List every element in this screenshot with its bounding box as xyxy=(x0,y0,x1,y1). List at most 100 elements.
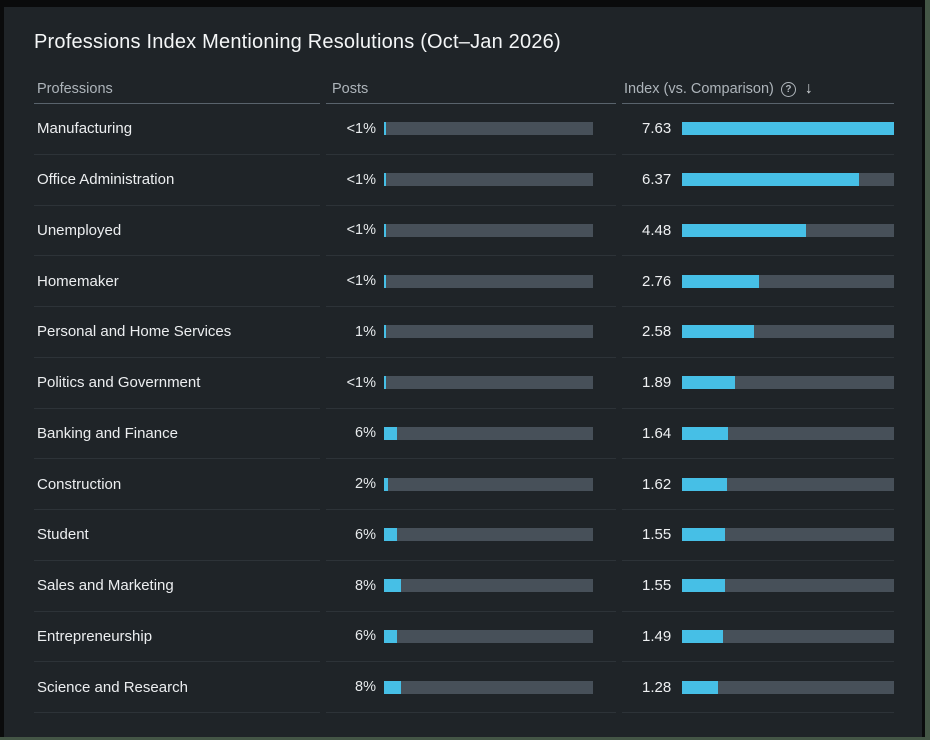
table-header-row: Professions Posts Index (vs. Comparison)… xyxy=(34,75,894,104)
posts-value: <1% xyxy=(346,374,376,391)
posts-cell: <1% xyxy=(326,358,616,409)
profession-label: Science and Research xyxy=(37,678,188,696)
profession-cell: Student xyxy=(34,510,320,561)
index-bar-track xyxy=(682,122,894,136)
posts-value: 2% xyxy=(355,476,376,493)
index-header-label: Index (vs. Comparison) xyxy=(624,81,774,97)
posts-cell: 6% xyxy=(326,612,616,663)
posts-bar-fill xyxy=(384,274,387,288)
profession-cell: Unemployed xyxy=(34,206,320,257)
index-value: 2.76 xyxy=(642,272,672,290)
index-cell: 2.76 xyxy=(622,256,894,307)
table-row: Unemployed <1% 4.48 xyxy=(34,206,894,257)
profession-cell: Manufacturing xyxy=(34,104,320,155)
help-icon[interactable]: ? xyxy=(780,81,796,97)
posts-cell: 6% xyxy=(326,409,616,460)
profession-cell: Science and Research xyxy=(34,662,320,713)
posts-bar-track xyxy=(384,223,593,237)
column-header-index: Index (vs. Comparison) ? ↓ xyxy=(622,75,894,104)
posts-value: 8% xyxy=(355,577,376,594)
posts-cell: 8% xyxy=(326,662,616,713)
table-row: Politics and Government <1% 1.89 xyxy=(34,358,894,409)
table-row: Personal and Home Services 1% 2.58 xyxy=(34,307,894,358)
posts-cell: 1% xyxy=(326,307,616,358)
index-value: 1.89 xyxy=(642,374,672,392)
posts-cell: <1% xyxy=(326,256,616,307)
posts-bar-fill xyxy=(384,426,397,440)
index-bar-track xyxy=(682,173,894,187)
posts-bar-fill xyxy=(384,629,397,643)
index-bar-fill xyxy=(682,528,726,542)
posts-value: <1% xyxy=(346,222,376,239)
profession-label: Politics and Government xyxy=(37,374,201,392)
posts-bar-fill xyxy=(384,122,387,136)
profession-label: Entrepreneurship xyxy=(37,627,153,645)
index-cell: 1.49 xyxy=(622,612,894,663)
table-row: Manufacturing <1% 7.63 xyxy=(34,104,894,155)
posts-bar-fill xyxy=(384,223,387,237)
index-bar-fill xyxy=(682,274,759,288)
posts-cell: <1% xyxy=(326,104,616,155)
index-bar-track xyxy=(682,325,894,339)
index-bar-track xyxy=(682,426,894,440)
posts-cell: 2% xyxy=(326,459,616,510)
table-row: Entrepreneurship 6% 1.49 xyxy=(34,612,894,663)
index-value: 4.48 xyxy=(642,221,672,239)
index-bar-fill xyxy=(682,376,735,390)
index-cell: 4.48 xyxy=(622,206,894,257)
profession-label: Sales and Marketing xyxy=(37,577,174,595)
table-row: Banking and Finance 6% 1.64 xyxy=(34,409,894,460)
index-bar-track xyxy=(682,477,894,491)
posts-value: <1% xyxy=(346,171,376,188)
posts-bar-track xyxy=(384,579,593,593)
posts-header-label: Posts xyxy=(332,81,369,97)
posts-bar-track xyxy=(384,122,593,136)
table-row: Construction 2% 1.62 xyxy=(34,459,894,510)
posts-cell: <1% xyxy=(326,155,616,206)
index-bar-fill xyxy=(682,579,726,593)
profession-label: Student xyxy=(37,526,89,544)
table-row: Homemaker <1% 2.76 xyxy=(34,256,894,307)
index-value: 1.28 xyxy=(642,678,672,696)
index-cell: 2.58 xyxy=(622,307,894,358)
posts-bar-fill xyxy=(384,173,387,187)
index-value: 1.55 xyxy=(642,526,672,544)
posts-bar-track xyxy=(384,680,593,694)
posts-bar-track xyxy=(384,426,593,440)
column-header-professions: Professions xyxy=(34,75,320,104)
resolutions-index-panel: Professions Index Mentioning Resolutions… xyxy=(4,7,922,737)
index-bar-track xyxy=(682,629,894,643)
table-row: Office Administration <1% 6.37 xyxy=(34,155,894,206)
posts-cell: 8% xyxy=(326,561,616,612)
index-cell: 6.37 xyxy=(622,155,894,206)
index-bar-track xyxy=(682,223,894,237)
sort-descending-icon[interactable]: ↓ xyxy=(804,80,813,97)
table-row: Sales and Marketing 8% 1.55 xyxy=(34,561,894,612)
table-body: Manufacturing <1% 7.63 Office Administra… xyxy=(34,104,894,713)
posts-bar-fill xyxy=(384,325,387,339)
posts-bar-track xyxy=(384,173,593,187)
posts-bar-fill xyxy=(384,528,397,542)
index-bar-fill xyxy=(682,426,728,440)
posts-bar-track xyxy=(384,477,593,491)
profession-label: Construction xyxy=(37,475,122,493)
index-value: 7.63 xyxy=(642,120,672,138)
profession-label: Unemployed xyxy=(37,221,122,239)
posts-value: <1% xyxy=(346,273,376,290)
index-value: 2.58 xyxy=(642,323,672,341)
bottom-border-accent xyxy=(0,737,930,740)
index-bar-track xyxy=(682,680,894,694)
posts-bar-track xyxy=(384,274,593,288)
index-cell: 7.63 xyxy=(622,104,894,155)
profession-cell: Entrepreneurship xyxy=(34,612,320,663)
table-row: Student 6% 1.55 xyxy=(34,510,894,561)
index-bar-fill xyxy=(682,680,718,694)
index-bar-fill xyxy=(682,223,807,237)
index-bar-track xyxy=(682,528,894,542)
profession-cell: Personal and Home Services xyxy=(34,307,320,358)
index-cell: 1.55 xyxy=(622,510,894,561)
profession-label: Homemaker xyxy=(37,272,119,290)
index-bar-fill xyxy=(682,325,754,339)
index-cell: 1.64 xyxy=(622,409,894,460)
posts-value: 1% xyxy=(355,323,376,340)
